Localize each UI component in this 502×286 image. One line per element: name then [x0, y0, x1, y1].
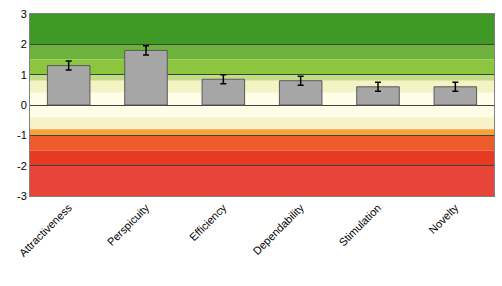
svg-text:3: 3 [21, 8, 27, 20]
svg-text:Perspicuity: Perspicuity [105, 201, 152, 248]
svg-text:-2: -2 [17, 160, 27, 172]
svg-text:Stimulation: Stimulation [336, 202, 383, 249]
svg-text:-1: -1 [17, 129, 27, 141]
svg-text:0: 0 [21, 99, 27, 111]
svg-text:Efficiency: Efficiency [187, 201, 229, 243]
svg-text:1: 1 [21, 69, 27, 81]
svg-text:-3: -3 [17, 190, 27, 202]
svg-text:Attractiveness: Attractiveness [17, 201, 75, 259]
svg-text:2: 2 [21, 38, 27, 50]
svg-text:Novelty: Novelty [426, 201, 461, 236]
svg-text:Dependability: Dependability [250, 201, 306, 257]
